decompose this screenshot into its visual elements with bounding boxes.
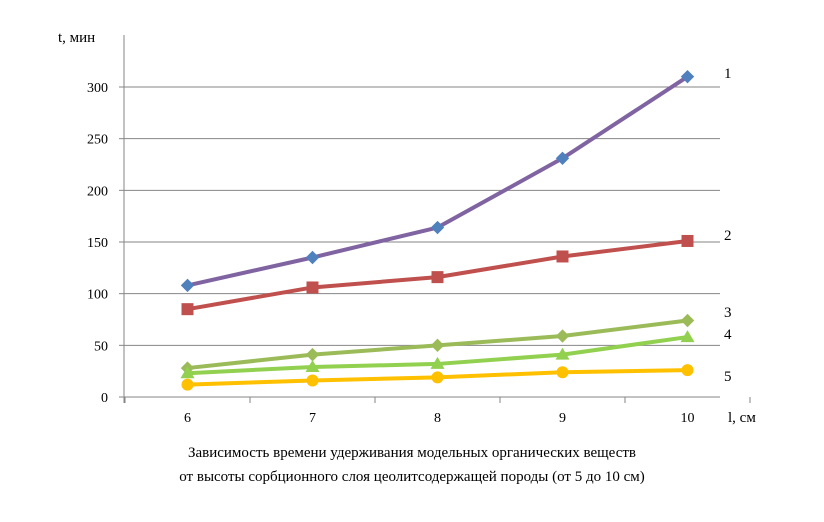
- data-point: [180, 366, 195, 379]
- series-3: 3: [180, 305, 732, 375]
- data-point: [306, 374, 319, 387]
- data-point: [680, 330, 695, 343]
- data-point: [555, 329, 570, 343]
- data-point: [681, 364, 694, 377]
- data-point: [555, 151, 570, 166]
- x-axis-label: l, см: [728, 410, 756, 426]
- caption-line-1: Зависимость времени удерживания модельны…: [187, 445, 637, 461]
- data-point: [430, 356, 445, 369]
- series-5: 5: [181, 364, 732, 391]
- x-tick-label: 7: [309, 411, 316, 426]
- y-tick-label: 0: [101, 391, 108, 406]
- series-1: 1: [180, 66, 732, 293]
- y-tick-label: 100: [87, 288, 108, 303]
- series-label: 2: [724, 228, 732, 244]
- data-point: [181, 303, 194, 316]
- data-point: [180, 278, 195, 293]
- series-line: [187, 74, 689, 288]
- data-point: [556, 250, 569, 263]
- data-point: [181, 378, 194, 391]
- data-point: [555, 347, 570, 360]
- x-tick-labels: 6 7 8 9 10: [184, 411, 695, 426]
- x-tick-label: 9: [559, 411, 566, 426]
- series-4: 4: [180, 327, 732, 379]
- x-tick-label: 6: [184, 411, 191, 426]
- y-tick-label: 200: [87, 184, 108, 199]
- y-tick-label: 300: [87, 81, 108, 96]
- data-point: [680, 69, 695, 84]
- data-point: [431, 371, 444, 384]
- y-tick-label: 250: [87, 133, 108, 148]
- chart: 0 50 100 150 200 250 300 6 7 8 9 10 1 2 3 4 5 t, мин l…: [58, 30, 756, 426]
- series-group: 1 2 3 4 5: [180, 66, 732, 391]
- y-tick-label: 50: [94, 339, 108, 354]
- axes: [119, 35, 751, 403]
- data-point: [680, 313, 695, 328]
- caption-line-2: от высоты сорбционного слоя цеолитсодерж…: [179, 469, 645, 485]
- series-label: 3: [724, 305, 732, 321]
- data-point: [431, 271, 444, 284]
- series-label: 1: [724, 66, 732, 82]
- y-tick-label: 150: [87, 236, 108, 251]
- data-point: [430, 220, 445, 235]
- data-point: [681, 234, 694, 247]
- x-tick-label: 10: [681, 411, 695, 426]
- x-tick-label: 8: [434, 411, 441, 426]
- series-label: 4: [724, 327, 732, 343]
- y-axis-label: t, мин: [58, 30, 95, 46]
- series-2: 2: [181, 228, 732, 316]
- y-tick-labels: 0 50 100 150 200 250 300: [87, 81, 108, 406]
- data-point: [305, 347, 320, 362]
- data-point: [305, 250, 320, 265]
- data-point: [556, 366, 569, 379]
- data-point: [305, 360, 320, 373]
- series-label: 5: [724, 369, 732, 385]
- data-point: [430, 338, 445, 353]
- data-point: [306, 281, 319, 294]
